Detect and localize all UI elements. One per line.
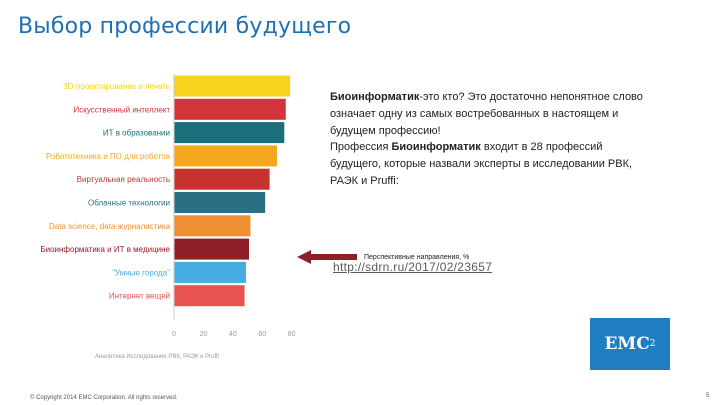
copyright-footer: © Copyright 2014 EMC Corporation. All ri… [30,395,178,401]
page-number: 5 [706,393,710,399]
desc-line-3: будущем профессию! [330,124,441,137]
category-label-1: Искусственный интеллект [74,105,171,114]
arrow-left-icon [297,250,357,264]
bar-5 [174,192,266,213]
category-label-5: Облачные технологии [88,199,170,208]
chart-annotation: Перспективные направления, % [364,254,470,261]
desc-line-4: входит в 28 профессий [480,141,603,154]
category-label-2: ИТ в образовании [103,129,170,138]
x-tick-4: 80 [288,331,296,338]
bar-1 [174,98,286,120]
desc-line-6: РАЭК и Pruffi: [330,174,399,187]
category-label-4: Виртуальная реальность [77,175,170,184]
chart-source: Аналитика Исследование РВК, РАЭК и Pruff… [95,354,220,360]
page-title: Выбор профессии будущего [18,14,352,39]
x-tick-3: 60 [258,331,266,338]
x-tick-2: 40 [229,331,237,338]
logo-text: EMC [604,334,650,354]
bar-3 [174,145,277,167]
x-tick-0: 0 [172,331,176,338]
description-text: Биоинформатик-это кто? Это достаточно не… [330,89,670,190]
category-label-3: Робототехника и ПО для роботов [46,152,170,161]
category-label-6: Data science, data-журналистика [49,222,171,231]
bar-9 [174,285,245,307]
category-label-9: Интернет вещей [109,292,170,301]
desc-bold-term-1: Биоинформатик [330,91,420,103]
bar-2 [174,122,285,144]
logo-superscript: 2 [649,339,656,349]
bar-4 [174,168,270,190]
bar-7 [174,238,249,260]
desc-line-1: -это кто? Это достаточно непонятное слов… [419,91,643,103]
category-label-8: "Умные города" [112,268,170,277]
x-tick-1: 20 [200,331,208,338]
bar-8 [174,261,247,283]
emc-logo: EMC 2 [590,318,670,370]
desc-line-5: будущего, которые назвали эксперты в исс… [330,158,633,171]
desc-bold-term-2: Биоинформатик [391,141,481,154]
bar-0 [174,75,291,97]
category-label-7: Биоинформатика и ИТ в медицине [40,245,170,254]
category-label-0: 3D-проектирование и печать [63,82,170,91]
desc-line-2: означает одну из самых востребованных в … [330,107,619,120]
desc-line-4-pre: Профессия [330,141,392,154]
bar-6 [174,215,251,237]
source-link[interactable]: http://sdrn.ru/2017/02/23657 [333,260,493,274]
